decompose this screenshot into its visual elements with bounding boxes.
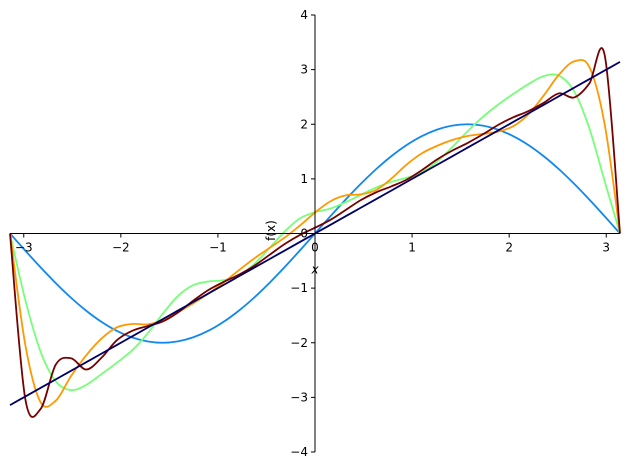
x-tick-label: 2	[505, 241, 513, 255]
y-tick-label: −1	[290, 281, 308, 295]
y-tick-label: 1	[300, 172, 308, 186]
y-tick-label: 3	[300, 63, 308, 77]
x-tick-label: 0	[311, 241, 319, 255]
x-tick-label: 3	[602, 241, 610, 255]
y-tick-label: 0	[300, 227, 308, 241]
x-tick-label: −3	[15, 241, 33, 255]
y-tick-label: −2	[290, 336, 308, 350]
y-tick-label: −4	[290, 445, 308, 459]
y-tick-label: 4	[300, 8, 308, 22]
x-tick-label: −1	[209, 241, 227, 255]
y-ticks: −4 −3 −2 −1 0 1 2 3 4	[290, 8, 315, 459]
x-tick-label: −2	[112, 241, 130, 255]
x-tick-label: 1	[408, 241, 416, 255]
x-axis-label: x	[310, 263, 319, 277]
y-axis-label: f(x)	[264, 220, 278, 241]
x-ticks: −3 −2 −1 0 1 2 3	[15, 233, 610, 255]
y-tick-label: −3	[290, 390, 308, 404]
y-tick-label: 2	[300, 117, 308, 131]
